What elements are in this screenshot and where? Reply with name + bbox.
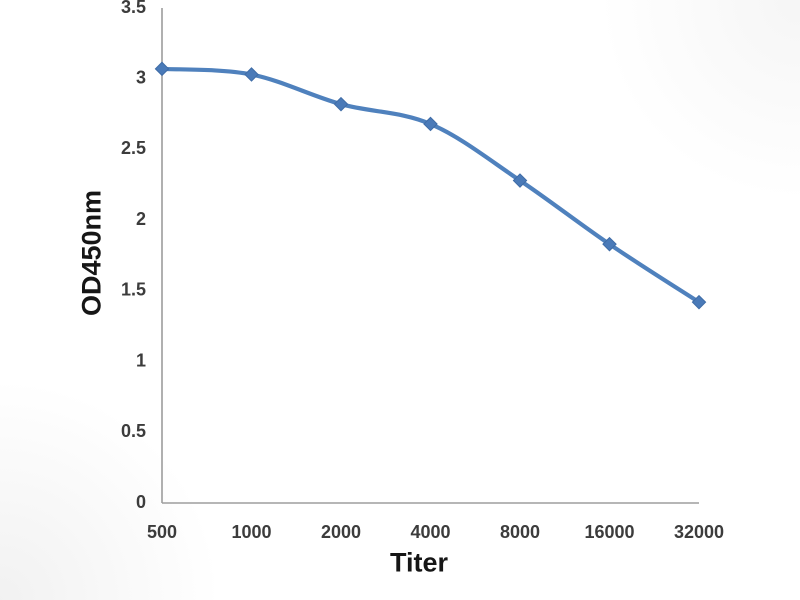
data-point-marker — [423, 116, 438, 132]
y-tick-label: 2 — [136, 209, 146, 229]
data-point-marker — [333, 96, 349, 112]
y-tick-label: 0 — [136, 492, 146, 512]
x-tick-label: 8000 — [500, 522, 540, 542]
y-tick-label: 1.5 — [121, 280, 146, 300]
data-point-marker — [512, 173, 528, 188]
x-tick-label: 1000 — [231, 522, 271, 542]
data-point-marker — [691, 294, 707, 310]
y-tick-label: 2.5 — [121, 138, 146, 158]
x-tick-label: 4000 — [410, 522, 450, 542]
y-tick-label: 3 — [136, 67, 146, 87]
x-tick-label: 32000 — [674, 522, 724, 542]
y-tick-label: 1 — [136, 350, 146, 370]
x-tick-label: 16000 — [584, 522, 634, 542]
data-point-marker — [154, 61, 170, 77]
x-tick-label: 500 — [147, 522, 177, 542]
y-tick-label: 3.5 — [121, 0, 146, 17]
x-tick-label: 2000 — [321, 522, 361, 542]
data-point-marker — [602, 236, 617, 252]
y-tick-label: 0.5 — [121, 421, 146, 441]
series-line — [159, 66, 702, 305]
y-axis-title: OD450nm — [76, 189, 107, 317]
x-axis-title: Titer — [389, 547, 449, 578]
data-point-marker — [244, 67, 259, 82]
